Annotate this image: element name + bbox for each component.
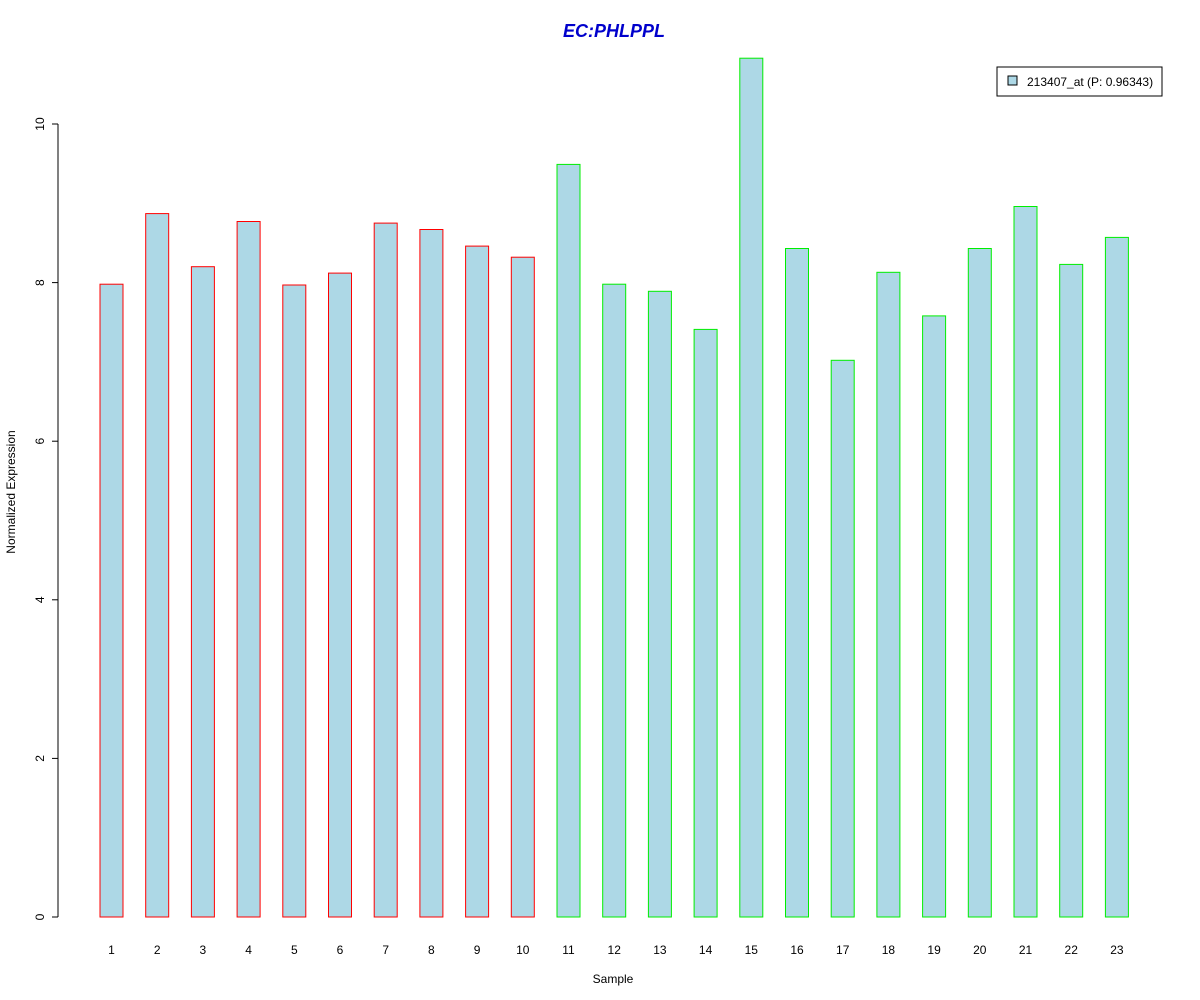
bar-sample-20 (967, 248, 992, 918)
x-tick-label: 2 (154, 943, 161, 957)
bar-sample-22 (1059, 263, 1084, 918)
x-tick-label: 1 (108, 943, 115, 957)
y-tick-label: 4 (33, 596, 47, 603)
x-tick-label: 22 (1065, 943, 1079, 957)
x-tick-label: 6 (337, 943, 344, 957)
y-tick-label: 8 (33, 279, 47, 286)
bar-sample-5 (282, 284, 307, 918)
x-tick-label: 18 (882, 943, 896, 957)
bar-sample-13 (647, 290, 672, 918)
x-tick-label: 7 (382, 943, 389, 957)
bar-sample-21 (1013, 206, 1038, 918)
bar-sample-19 (922, 315, 947, 918)
x-tick-label: 5 (291, 943, 298, 957)
x-tick-label: 10 (516, 943, 530, 957)
x-tick-label: 11 (562, 943, 575, 957)
bar-sample-17 (830, 359, 855, 918)
bar-sample-14 (693, 328, 718, 918)
bar-sample-23 (1104, 236, 1129, 918)
y-tick-label: 2 (33, 755, 47, 762)
bar-sample-11 (556, 163, 581, 918)
x-axis-label: Sample (593, 972, 634, 986)
bar-sample-10 (510, 256, 535, 918)
legend-entry: 213407_at (P: 0.96343) (1027, 75, 1153, 89)
y-axis: 0 2 4 6 8 10 (33, 117, 59, 920)
x-tick-label: 21 (1019, 943, 1033, 957)
x-tick-label: 8 (428, 943, 435, 957)
x-tick-label: 17 (836, 943, 850, 957)
bars (99, 57, 1129, 918)
x-tick-label: 19 (927, 943, 941, 957)
x-tick-label: 9 (474, 943, 481, 957)
x-tick-label: 4 (245, 943, 252, 957)
bar-sample-6 (328, 272, 352, 918)
bar-sample-15 (739, 57, 764, 918)
x-tick-label: 23 (1110, 943, 1124, 957)
x-tick-label: 3 (200, 943, 207, 957)
legend-swatch (1007, 75, 1018, 86)
x-tick-labels: 1 2 3 4 5 6 7 8 9 10 11 12 13 14 15 16 17 18 19 20 21 22 23 (108, 943, 1124, 957)
chart-title: EC:PHLPPL (563, 21, 665, 41)
bar-sample-1 (99, 283, 124, 918)
bar-sample-16 (785, 248, 809, 918)
y-tick-label: 10 (33, 117, 47, 131)
x-tick-label: 20 (973, 943, 987, 957)
y-tick-label: 6 (33, 438, 47, 445)
y-tick-label: 0 (33, 913, 47, 920)
x-tick-label: 14 (699, 943, 713, 957)
bar-sample-2 (145, 213, 170, 918)
x-tick-label: 15 (745, 943, 759, 957)
y-axis-label: Normalized Expression (4, 430, 18, 553)
bar-sample-9 (465, 245, 490, 918)
bar-sample-8 (419, 229, 444, 918)
bar-sample-18 (876, 271, 901, 918)
x-tick-label: 12 (608, 943, 622, 957)
bar-sample-4 (236, 221, 261, 918)
bar-sample-3 (190, 266, 215, 918)
legend: 213407_at (P: 0.96343) (996, 66, 1163, 97)
bar-sample-7 (373, 222, 398, 918)
bar-sample-12 (602, 283, 627, 918)
x-tick-label: 16 (790, 943, 804, 957)
legend-box (996, 66, 1163, 97)
x-tick-label: 13 (653, 943, 667, 957)
